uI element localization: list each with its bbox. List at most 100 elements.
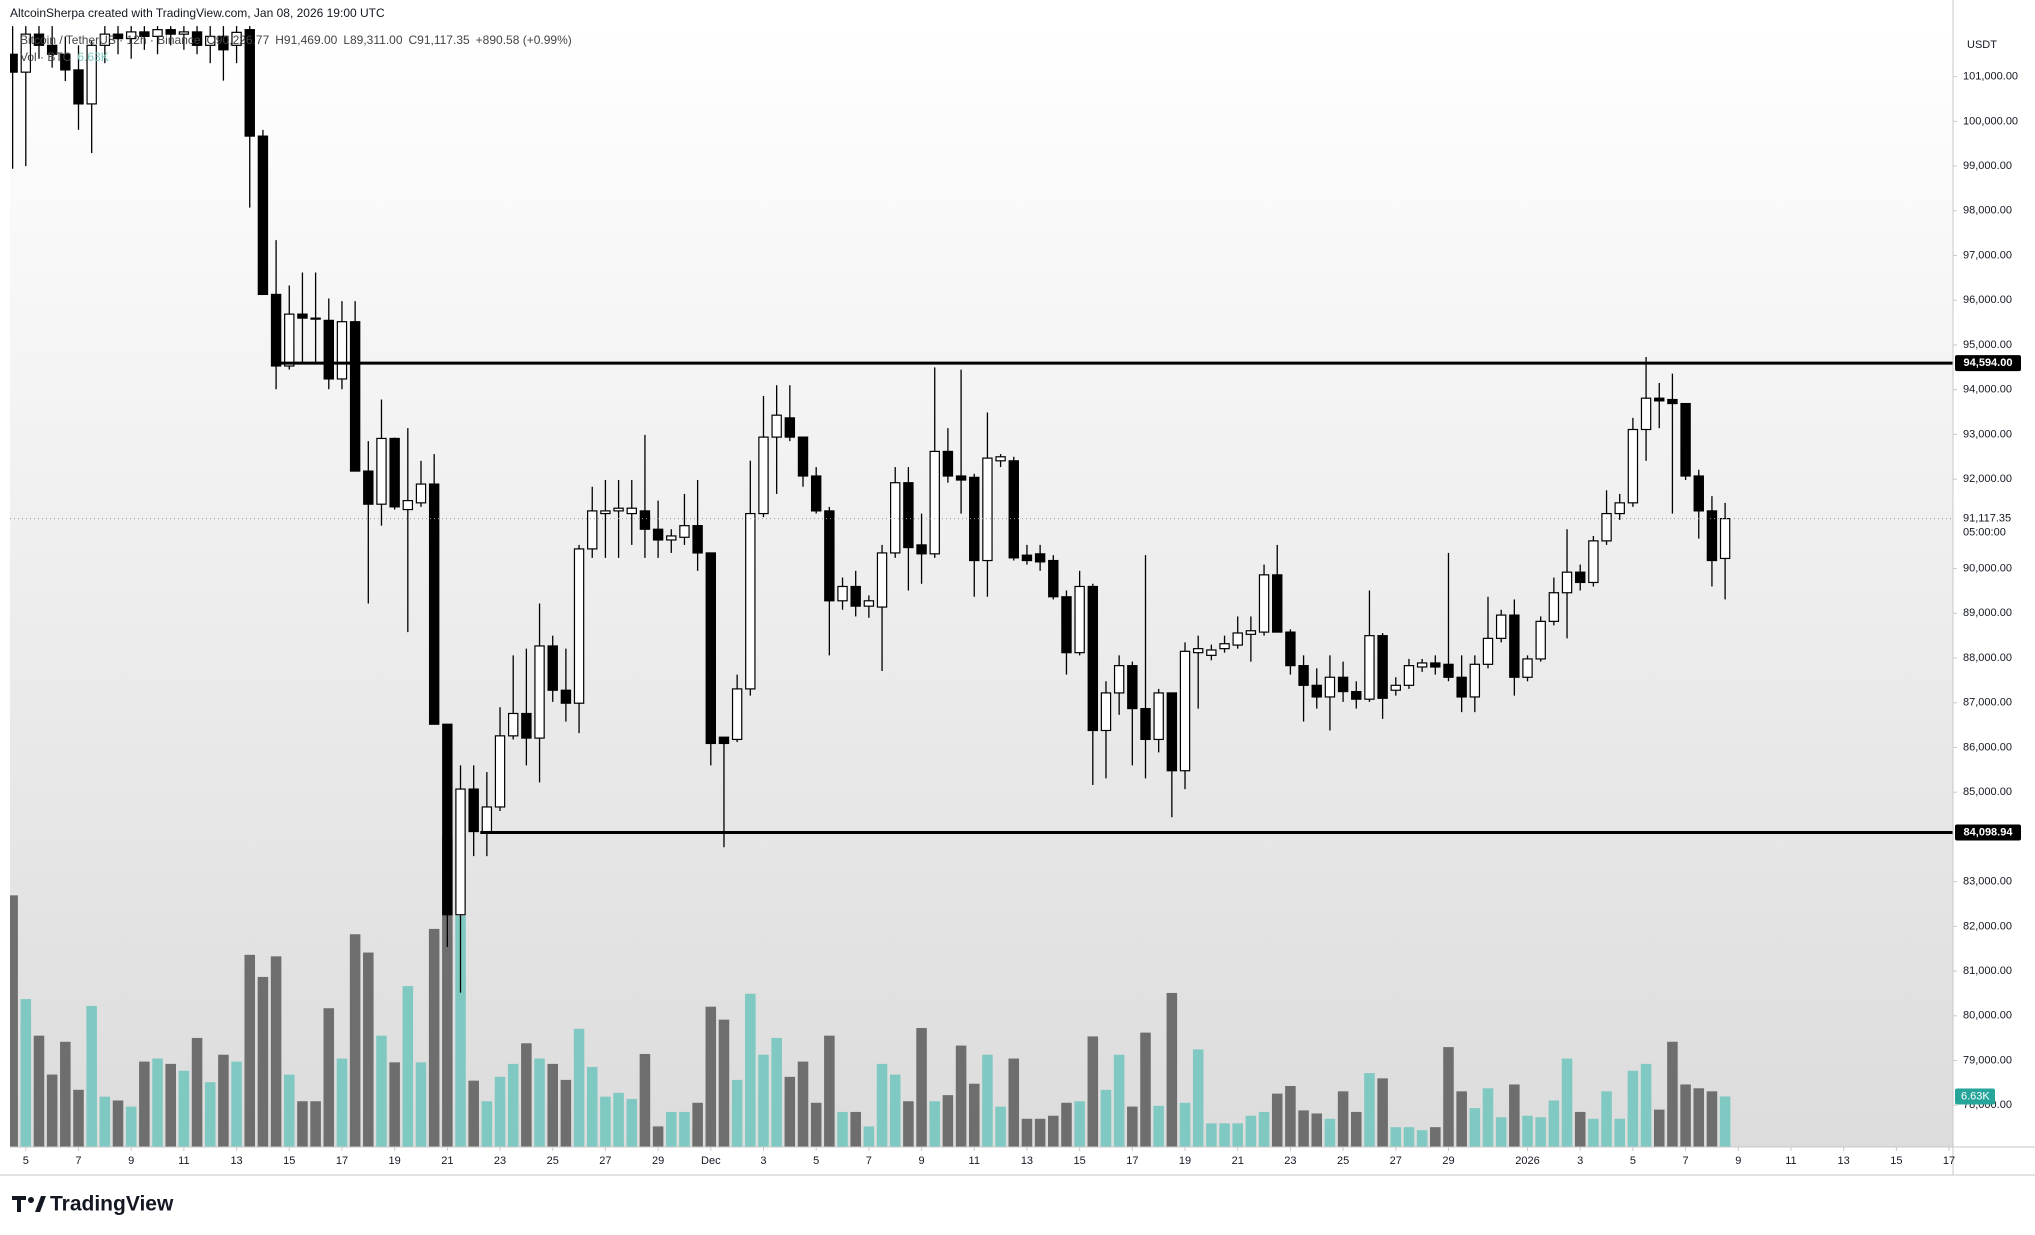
volume-bar bbox=[1324, 1118, 1336, 1147]
candle-body bbox=[1166, 692, 1178, 772]
candle-body bbox=[679, 525, 690, 538]
volume-bar bbox=[507, 1063, 519, 1147]
candle-body bbox=[1640, 397, 1652, 431]
volume-bar bbox=[666, 1111, 677, 1147]
candle-body bbox=[1443, 663, 1454, 678]
volume-bar bbox=[86, 1005, 97, 1147]
volume-bar bbox=[850, 1111, 861, 1147]
volume-bar bbox=[534, 1058, 545, 1147]
volume-bar bbox=[415, 1062, 427, 1147]
candle-body bbox=[349, 321, 361, 472]
y-tick-label: 92,000.00 bbox=[1963, 473, 2012, 485]
candle-body bbox=[1627, 428, 1639, 504]
candle-body bbox=[1430, 662, 1441, 668]
volume-bar bbox=[73, 1089, 84, 1147]
candle-body bbox=[1298, 665, 1309, 686]
x-tick-label: 27 bbox=[1390, 1155, 1402, 1167]
volume-bar bbox=[863, 1126, 875, 1147]
volume-bar bbox=[916, 1028, 927, 1147]
candle-body bbox=[995, 456, 1006, 462]
candle-body bbox=[876, 552, 888, 608]
volume-bar bbox=[1127, 1106, 1138, 1147]
volume-bar bbox=[468, 1080, 479, 1147]
x-tick-label: 13 bbox=[1838, 1155, 1850, 1167]
candle-body bbox=[1535, 620, 1546, 660]
volume-bar bbox=[20, 999, 32, 1147]
candle-body bbox=[1048, 559, 1059, 598]
x-tick-label: 5 bbox=[1630, 1155, 1636, 1167]
candle-body bbox=[1021, 554, 1033, 562]
x-tick-label: 21 bbox=[441, 1155, 453, 1167]
candle-body bbox=[1403, 665, 1415, 686]
candle-body bbox=[205, 35, 216, 46]
brand: TradingView bbox=[50, 1193, 174, 1216]
x-tick-label: 29 bbox=[1442, 1155, 1454, 1167]
volume-bar bbox=[244, 954, 256, 1147]
x-tick-label: 5 bbox=[813, 1155, 819, 1167]
candle-body bbox=[1140, 707, 1151, 741]
x-tick-label: 25 bbox=[547, 1155, 559, 1167]
candle-body bbox=[1100, 692, 1112, 732]
candle-body bbox=[863, 600, 875, 607]
volume-bar bbox=[1048, 1115, 1059, 1147]
candle-body bbox=[1127, 665, 1138, 710]
candle-body bbox=[1416, 662, 1428, 668]
x-tick-label: 2026 bbox=[1515, 1155, 1539, 1167]
candle-body bbox=[1206, 649, 1217, 656]
y-tick-label: 100,000.00 bbox=[1963, 115, 2018, 127]
volume-bar bbox=[1258, 1111, 1270, 1147]
volume-bar bbox=[547, 1063, 558, 1147]
candle-body bbox=[1706, 510, 1718, 562]
volume-bar bbox=[955, 1045, 967, 1147]
y-tick-label: 81,000.00 bbox=[1963, 965, 2012, 977]
volume-bar bbox=[718, 1019, 730, 1147]
volume-bar bbox=[178, 1070, 190, 1147]
volume-bar bbox=[1403, 1127, 1415, 1147]
volume-bar bbox=[1430, 1127, 1441, 1147]
volume-bar bbox=[995, 1106, 1006, 1147]
candle-body bbox=[929, 450, 940, 555]
candle-body bbox=[139, 31, 150, 37]
volume-bar bbox=[1640, 1063, 1652, 1147]
candle-body bbox=[323, 319, 334, 380]
x-tick-label: 9 bbox=[128, 1155, 134, 1167]
candle-body bbox=[336, 321, 348, 380]
candle-body bbox=[1258, 574, 1270, 633]
volume-bar bbox=[1166, 992, 1178, 1147]
x-tick-label: 3 bbox=[760, 1155, 766, 1167]
volume-bar bbox=[1245, 1115, 1257, 1147]
plot bbox=[10, 26, 1953, 1147]
candle-body bbox=[652, 528, 664, 541]
candle-body bbox=[1337, 676, 1349, 693]
candle-body bbox=[20, 33, 32, 73]
y-tick-label: 79,000.00 bbox=[1963, 1054, 2012, 1066]
y-tick-label: 90,000.00 bbox=[1963, 562, 2012, 574]
volume-bar bbox=[1364, 1073, 1375, 1147]
candle-body bbox=[494, 735, 506, 808]
volume-bar bbox=[60, 1041, 71, 1147]
y-tick-label: 86,000.00 bbox=[1963, 741, 2012, 753]
candle-body bbox=[600, 510, 611, 515]
candle-body bbox=[731, 688, 743, 741]
volume-bar bbox=[1456, 1091, 1467, 1147]
candle-body bbox=[428, 483, 440, 725]
volume-bar bbox=[46, 1074, 58, 1147]
candle-body bbox=[86, 44, 97, 105]
symbol-legend: Bitcoin / TetherUS · 12h · Binance O90,22… bbox=[20, 33, 572, 47]
x-tick-label: 17 bbox=[1126, 1155, 1138, 1167]
candle-body bbox=[1153, 692, 1164, 741]
candle-body bbox=[270, 293, 282, 367]
volume-bar bbox=[270, 956, 282, 1147]
volume-bar bbox=[560, 1079, 572, 1147]
volume-bar bbox=[1074, 1101, 1085, 1147]
candle-body bbox=[1061, 596, 1072, 654]
y-tick-label: 83,000.00 bbox=[1963, 876, 2012, 888]
countdown: 05:00:00 bbox=[1963, 527, 2006, 539]
volume-bar bbox=[363, 952, 374, 1147]
last-price-box bbox=[1955, 510, 2021, 541]
attribution: AltcoinSherpa created with TradingView.c… bbox=[10, 6, 385, 20]
x-tick-label: 23 bbox=[1284, 1155, 1296, 1167]
volume-bar bbox=[573, 1028, 585, 1147]
y-tick-label: 98,000.00 bbox=[1963, 205, 2012, 217]
x-tick-label: 17 bbox=[1943, 1155, 1955, 1167]
